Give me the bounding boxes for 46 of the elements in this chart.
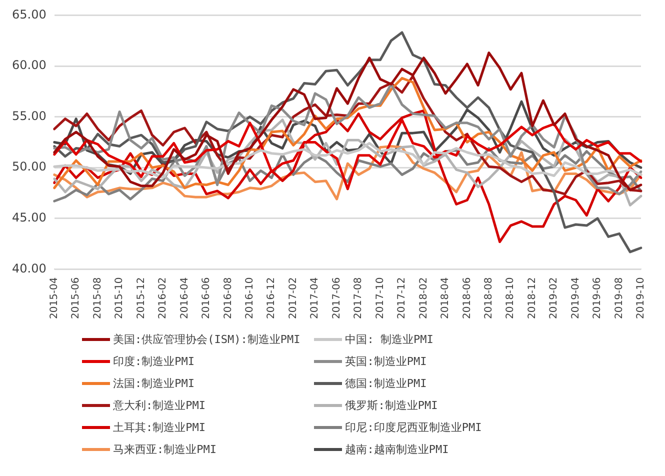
x-tick-label: 2016-08 [222,277,234,320]
x-tick-label: 2017-08 [353,277,364,320]
x-tick-label: 2019-08 [614,277,625,320]
x-tick-label: 2015-12 [136,277,147,320]
x-tick-label: 2017-06 [331,277,342,320]
legend-label: 土耳其:制造业PMI [113,420,206,435]
x-tick-label: 2016-02 [158,277,169,320]
y-tick-label: 50.00 [12,160,46,174]
x-tick-label: 2017-04 [310,277,321,320]
x-tick-label: 2015-04 [48,277,60,320]
legend-label: 印尼:印度尼西亚制造业PMI [345,420,482,435]
x-tick-label: 2018-04 [440,277,452,320]
y-tick-label: 40.00 [12,261,46,276]
legend-label: 越南:越南制造业PMI [345,442,449,457]
legend-label: 英国:制造业PMI [345,354,427,369]
x-tick-label: 2018-08 [484,277,494,320]
y-tick-label: 60.00 [12,58,46,72]
legend-label: 俄罗斯:制造业PMI [345,398,438,413]
x-tick-label: 2019-06 [592,277,604,320]
x-tick-label: 2017-12 [396,277,408,320]
x-tick-label: 2019-04 [570,277,582,320]
x-tick-label: 2019-10 [636,277,647,320]
legend-label: 意大利:制造业PMI [113,398,206,413]
y-tick-label: 45.00 [12,210,46,225]
legend-label: 中国: 制造业PMI [345,332,434,347]
x-tick-label: 2015-08 [92,277,104,320]
x-tick-label: 2017-02 [288,277,299,320]
legend-label: 美国:供应管理协会(ISM):制造业PMI [113,332,300,347]
x-tick-label: 2016-10 [244,277,256,320]
legend-label: 法国:制造业PMI [113,376,194,391]
x-tick-label: 2018-10 [505,277,516,320]
x-tick-label: 2016-06 [201,277,212,320]
y-tick-label: 55.00 [12,108,46,123]
x-tick-label: 2017-10 [374,277,386,320]
x-tick-label: 2016-04 [179,277,190,320]
legend-label: 马来西亚:制造业PMI [113,442,216,457]
x-tick-label: 2018-02 [418,277,430,320]
x-tick-label: 2019-02 [548,277,560,320]
y-tick-label: 65.00 [12,7,46,22]
x-tick-label: 2015-06 [70,277,82,320]
x-tick-label: 2018-12 [526,277,538,320]
legend-label: 德国:制造业PMI [345,376,427,391]
legend-label: 印度:制造业PMI [113,354,194,369]
x-tick-label: 2018-06 [462,277,473,320]
x-tick-label: 2016-12 [266,277,278,320]
x-tick-label: 2015-10 [114,277,126,320]
